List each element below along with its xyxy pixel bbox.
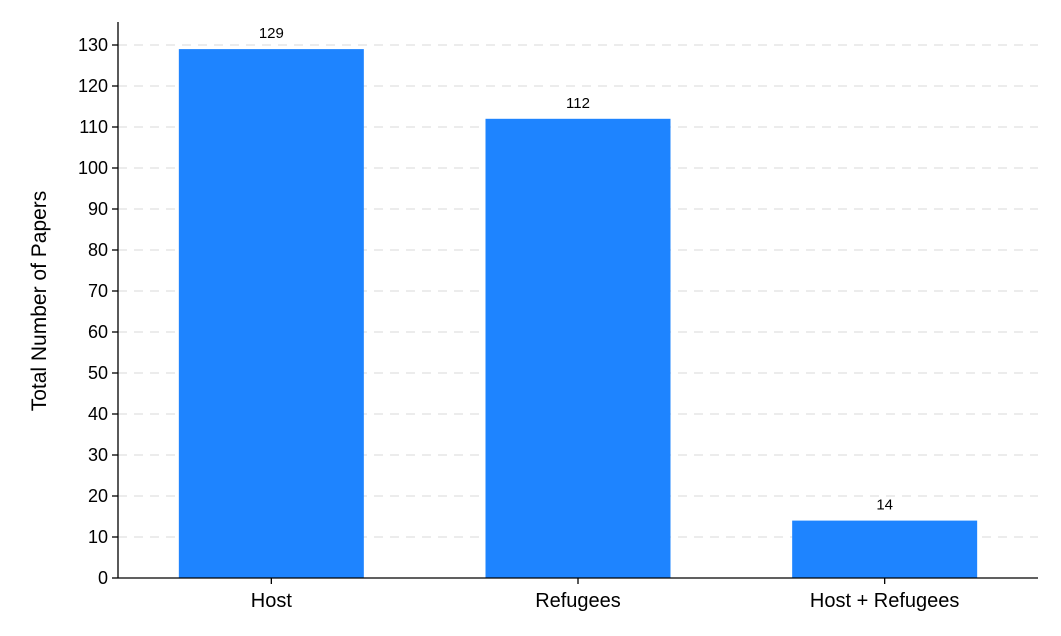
y-tick-label: 10 <box>88 527 108 547</box>
bar <box>178 49 364 579</box>
data-label: 129 <box>259 25 284 42</box>
y-tick-label: 50 <box>88 363 108 383</box>
bars <box>178 49 978 579</box>
x-tick-label: Host + Refugees <box>810 590 960 612</box>
y-axis-title: Total Number of Papers <box>28 191 51 412</box>
y-tick-label: 90 <box>88 199 108 219</box>
y-tick-label: 20 <box>88 486 108 506</box>
data-labels: 129 112 14 <box>259 25 893 513</box>
y-tick-label: 110 <box>79 117 108 137</box>
y-tick-label: 40 <box>88 404 108 424</box>
x-tick-label: Host <box>251 590 293 612</box>
y-tick-label: 70 <box>88 281 108 301</box>
y-tick-label: 0 <box>98 568 108 588</box>
y-tick-label: 80 <box>88 240 108 260</box>
bar <box>485 118 671 579</box>
data-label: 112 <box>566 95 590 112</box>
data-label: 14 <box>876 497 893 514</box>
y-tick-label: 30 <box>88 445 108 465</box>
y-tick-label: 130 <box>78 35 108 55</box>
y-tick-label: 60 <box>88 322 108 342</box>
y-axis-ticks: 0 10 20 30 40 50 60 70 80 90 100 110 120 130 <box>78 35 118 588</box>
y-tick-label: 120 <box>78 76 108 96</box>
y-tick-label: 100 <box>78 158 108 178</box>
x-tick-label: Refugees <box>535 590 621 612</box>
bar <box>792 520 978 578</box>
x-axis-ticks: Host Refugees Host + Refugees <box>251 578 960 612</box>
